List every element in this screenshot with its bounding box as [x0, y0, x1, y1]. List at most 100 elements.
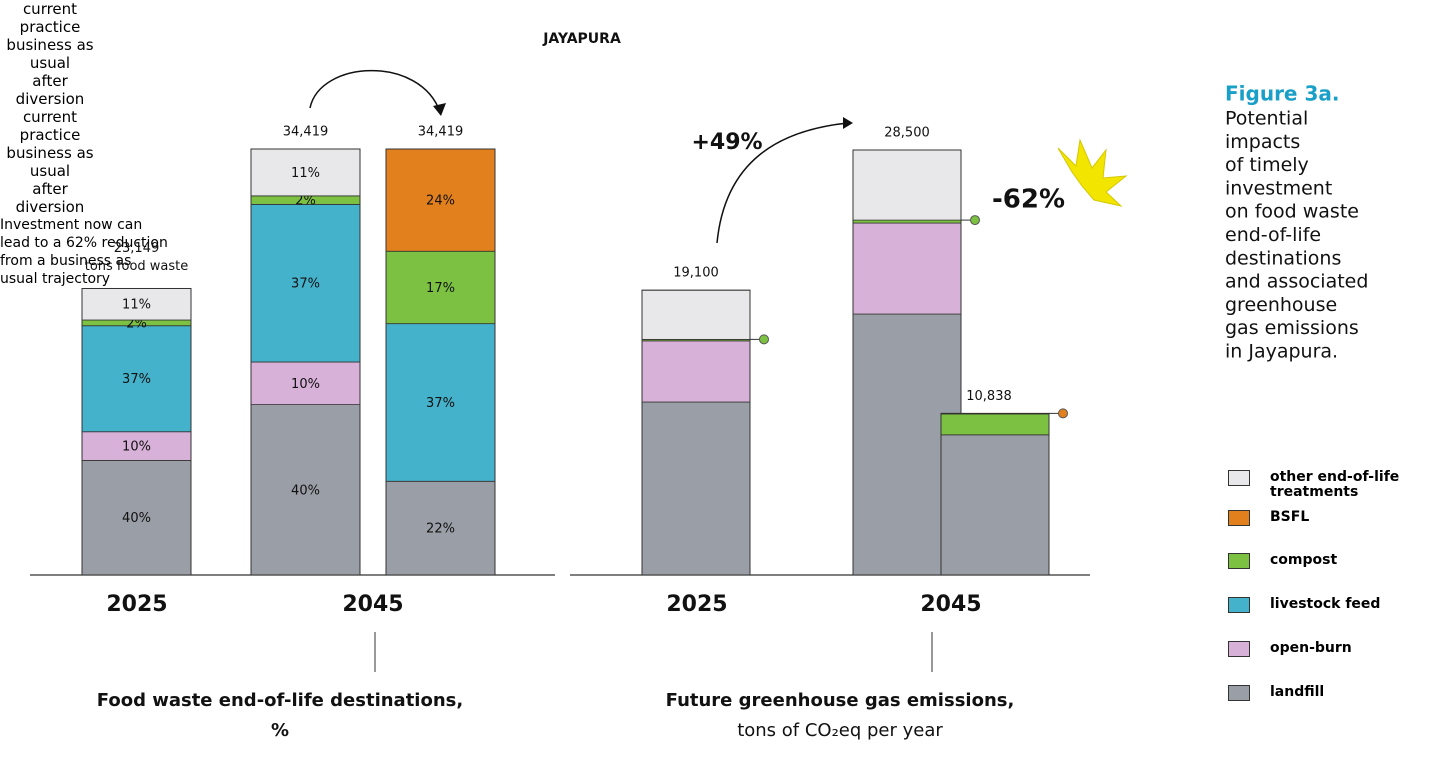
caption-line: of timely	[1225, 154, 1309, 176]
legend-label: livestock feed	[1270, 596, 1381, 612]
bar-segment	[940, 413, 1050, 436]
caption-line: impacts	[1225, 131, 1300, 153]
legend-item: open-burn	[1228, 641, 1428, 657]
chart-subtitle: %	[271, 720, 289, 741]
legend-item: other end-of-life treatments	[1228, 470, 1428, 500]
marker-dot	[759, 334, 769, 345]
legend-item: compost	[1228, 553, 1428, 569]
arrow	[309, 70, 441, 113]
bar-segment	[385, 323, 496, 482]
bar-segment	[81, 431, 192, 461]
total-label: 23,149	[114, 241, 160, 256]
marker-dot	[970, 215, 980, 226]
segment-label: 11%	[122, 298, 151, 313]
legend-label: BSFL	[1270, 509, 1310, 525]
bar-outline	[81, 287, 192, 576]
chart-title: Future greenhouse gas emissions,	[666, 690, 1015, 711]
segment-label: 10%	[122, 440, 151, 455]
total-unit: tons food waste	[85, 259, 189, 274]
legend-label: landfill	[1270, 684, 1325, 700]
bar-segment	[940, 434, 1050, 576]
caption-line: and associated	[1225, 271, 1368, 293]
total-label: 28,500	[884, 126, 930, 141]
caption-line: on food waste	[1225, 201, 1359, 223]
segment-label: 17%	[426, 281, 455, 296]
bar-segment	[81, 325, 192, 433]
caption-line: destinations	[1225, 247, 1341, 269]
legend-swatch	[1228, 685, 1250, 701]
chart-subtitle: tons of CO₂eq per year	[737, 720, 943, 741]
category-label: after diversion	[15, 180, 85, 216]
category-label: current practice	[19, 0, 81, 36]
bar-segment	[385, 250, 496, 325]
arrowhead	[433, 103, 446, 116]
legend-label: other end-of-life treatments	[1270, 469, 1400, 500]
category-label: current practice	[19, 108, 81, 144]
legend-label: open-burn	[1270, 640, 1352, 656]
bar-segment	[250, 404, 361, 576]
segment-label: 11%	[291, 166, 320, 181]
bar-outline	[385, 148, 496, 576]
arrowhead	[843, 117, 853, 129]
legend-item: BSFL	[1228, 510, 1428, 526]
bar-segment	[641, 401, 751, 576]
group-label: 2045	[920, 592, 981, 617]
segment-label: 37%	[426, 396, 455, 411]
caption-line: gas emissions	[1225, 317, 1359, 339]
chart-title: Food waste end-of-life destinations,	[97, 690, 463, 711]
bar-segment	[852, 219, 962, 224]
caption-line: greenhouse	[1225, 294, 1337, 316]
bar-segment	[250, 203, 361, 363]
bar-segment	[81, 288, 192, 321]
arrow	[716, 122, 849, 244]
segment-label: 2%	[295, 194, 316, 209]
bar-segment	[641, 340, 751, 403]
bar-segment	[852, 149, 962, 221]
legend-swatch	[1228, 597, 1250, 613]
legend-item: livestock feed	[1228, 597, 1428, 613]
segment-label: 22%	[426, 522, 455, 537]
total-label: 10,838	[966, 389, 1012, 404]
sun-burst	[1057, 138, 1128, 207]
group-label: 2025	[666, 592, 727, 617]
category-label: after diversion	[15, 72, 85, 108]
bar-outline	[940, 412, 1050, 576]
category-label: business as usual	[6, 144, 94, 180]
legend-item: landfill	[1228, 685, 1428, 701]
legend-swatch	[1228, 510, 1250, 526]
bar-segment	[385, 480, 496, 576]
caption-line: end-of-life	[1225, 224, 1321, 246]
segment-label: 40%	[122, 511, 151, 526]
bar-outline	[641, 289, 751, 576]
segment-label: 10%	[291, 377, 320, 392]
annotation: -62%	[992, 185, 1065, 215]
group-label: 2045	[342, 592, 403, 617]
bar-outline	[250, 148, 361, 576]
page-title: JAYAPURA	[542, 31, 621, 47]
marker-dot	[1058, 408, 1068, 419]
bar-outline	[852, 149, 962, 576]
segment-label: 40%	[291, 483, 320, 498]
bar-segment	[385, 148, 496, 252]
bar-segment	[852, 222, 962, 315]
caption-line: investment	[1225, 177, 1332, 199]
legend-swatch	[1228, 553, 1250, 569]
category-label: business as usual	[6, 36, 94, 72]
total-label: 34,419	[418, 125, 464, 140]
group-label: 2025	[106, 592, 167, 617]
legend-label: compost	[1270, 552, 1338, 568]
legend-swatch	[1228, 470, 1250, 486]
caption-heading: Figure 3a.	[1225, 82, 1339, 106]
segment-label: 37%	[291, 277, 320, 292]
annotation: +49%	[691, 130, 762, 155]
caption-line: Potential	[1225, 108, 1308, 130]
segment-label: 24%	[426, 194, 455, 209]
total-label: 19,100	[673, 266, 719, 281]
total-label: 34,419	[283, 125, 329, 140]
bar-segment	[250, 148, 361, 197]
caption-line: in Jayapura.	[1225, 341, 1338, 363]
segment-label: 37%	[122, 372, 151, 387]
bar-segment	[641, 289, 751, 340]
